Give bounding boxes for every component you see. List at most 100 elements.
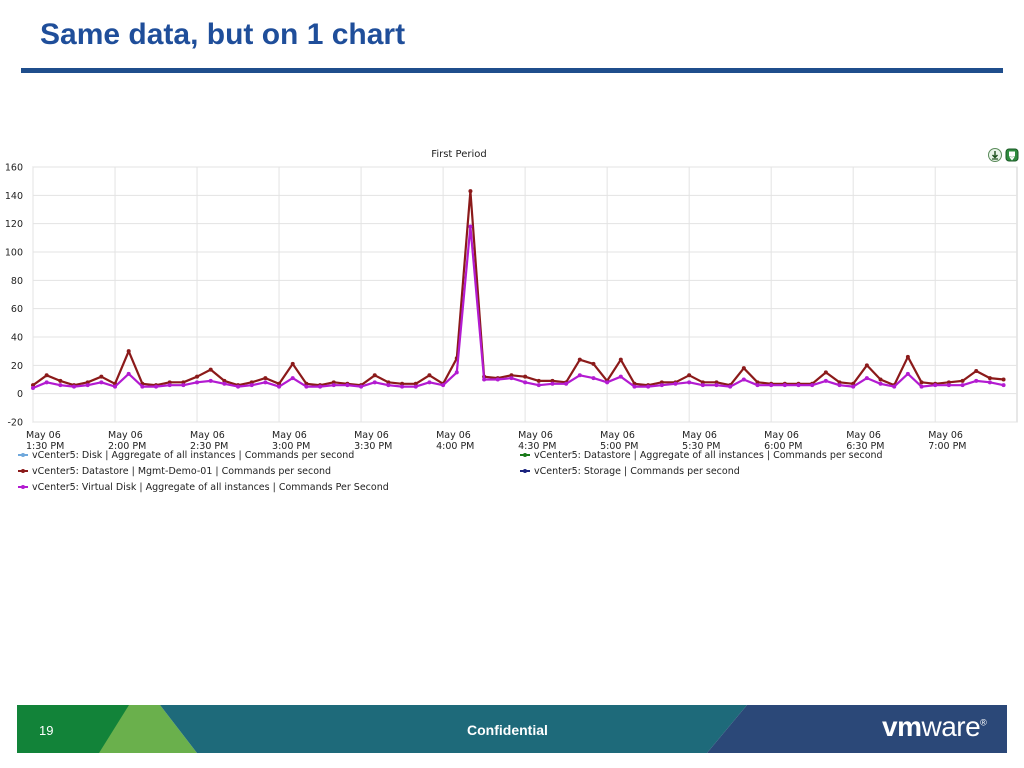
chart-legend: vCenter5: Disk | Aggregate of all instan… bbox=[18, 450, 883, 493]
chart-title: First Period bbox=[431, 149, 486, 160]
legend-marker bbox=[21, 485, 25, 489]
x-tick-label-date: May 06 bbox=[354, 430, 389, 441]
legend-marker bbox=[523, 453, 527, 457]
data-point bbox=[154, 384, 159, 389]
download-icon[interactable] bbox=[988, 148, 1002, 162]
data-point bbox=[577, 357, 582, 362]
data-point bbox=[851, 384, 856, 389]
legend-item: vCenter5: Virtual Disk | Aggregate of al… bbox=[18, 482, 389, 493]
data-point bbox=[290, 361, 295, 366]
data-point bbox=[331, 380, 336, 385]
data-point bbox=[208, 378, 213, 383]
data-point bbox=[31, 383, 35, 388]
data-point bbox=[413, 381, 418, 386]
data-point bbox=[208, 367, 213, 372]
y-tick-label: -20 bbox=[7, 418, 23, 429]
data-point bbox=[482, 377, 487, 382]
data-point bbox=[591, 376, 596, 381]
data-point bbox=[673, 381, 678, 386]
export-icon[interactable] bbox=[1005, 148, 1019, 162]
data-point bbox=[468, 189, 473, 194]
data-point bbox=[550, 381, 555, 386]
data-point bbox=[263, 380, 268, 385]
data-point bbox=[85, 383, 90, 388]
vmware-logo: vmware® bbox=[882, 711, 987, 743]
data-point bbox=[495, 377, 500, 382]
data-point bbox=[864, 376, 869, 381]
x-tick-label-time: 5:00 PM bbox=[600, 441, 638, 452]
data-point bbox=[31, 386, 35, 390]
x-tick-label-time: 6:30 PM bbox=[846, 441, 884, 452]
data-point bbox=[605, 380, 610, 385]
x-tick-label-time: 2:00 PM bbox=[108, 441, 146, 452]
data-point bbox=[1001, 377, 1006, 382]
y-tick-label: 140 bbox=[5, 191, 23, 202]
data-point bbox=[181, 383, 186, 388]
x-tick-label-time: 4:00 PM bbox=[436, 441, 474, 452]
data-point bbox=[386, 380, 391, 385]
data-point bbox=[454, 370, 459, 375]
legend-item: vCenter5: Storage | Commands per second bbox=[520, 466, 740, 477]
data-point bbox=[987, 376, 992, 381]
y-tick-label: 80 bbox=[11, 276, 23, 287]
y-tick-label: 160 bbox=[5, 163, 23, 174]
data-point bbox=[181, 380, 186, 385]
y-tick-label: 0 bbox=[17, 389, 23, 400]
series-line bbox=[32, 189, 1004, 387]
x-tick-label-time: 5:30 PM bbox=[682, 441, 720, 452]
legend-label: vCenter5: Storage | Commands per second bbox=[534, 466, 740, 477]
data-point bbox=[960, 378, 965, 383]
x-tick-label-date: May 06 bbox=[928, 430, 963, 441]
slide-title: Same data, but on 1 chart bbox=[40, 18, 406, 51]
x-tick-label-date: May 06 bbox=[26, 430, 61, 441]
data-point bbox=[427, 373, 432, 378]
data-point bbox=[359, 384, 364, 389]
data-point bbox=[933, 383, 938, 388]
data-point bbox=[714, 383, 719, 388]
chart-series bbox=[31, 189, 1006, 390]
y-tick-label: 40 bbox=[11, 333, 23, 344]
data-point bbox=[550, 378, 555, 383]
data-point bbox=[728, 384, 733, 389]
data-point bbox=[249, 383, 254, 388]
data-point bbox=[58, 383, 63, 388]
data-point bbox=[905, 371, 910, 376]
data-point bbox=[618, 357, 623, 362]
data-point bbox=[837, 380, 842, 385]
x-tick-label-date: May 06 bbox=[518, 430, 553, 441]
data-point bbox=[577, 373, 582, 378]
data-point bbox=[318, 384, 323, 389]
data-point bbox=[646, 384, 651, 389]
data-point bbox=[58, 378, 63, 383]
x-tick-label-time: 1:30 PM bbox=[26, 441, 64, 452]
data-point bbox=[236, 384, 241, 389]
x-tick-label-date: May 06 bbox=[272, 430, 307, 441]
x-tick-label-date: May 06 bbox=[846, 430, 881, 441]
data-point bbox=[919, 380, 924, 385]
data-point bbox=[345, 383, 350, 388]
data-point bbox=[823, 370, 828, 375]
y-tick-label: 120 bbox=[5, 219, 23, 230]
data-point bbox=[509, 376, 514, 381]
data-point bbox=[222, 381, 227, 386]
legend-item: vCenter5: Disk | Aggregate of all instan… bbox=[18, 450, 354, 461]
x-tick-label-date: May 06 bbox=[190, 430, 225, 441]
data-point bbox=[536, 378, 541, 383]
data-point bbox=[741, 377, 746, 382]
data-point bbox=[687, 380, 692, 385]
data-point bbox=[960, 383, 965, 388]
data-point bbox=[755, 380, 760, 385]
y-tick-label: 100 bbox=[5, 248, 23, 259]
data-point bbox=[413, 384, 418, 389]
data-point bbox=[441, 383, 446, 388]
data-point bbox=[796, 383, 801, 388]
data-point bbox=[523, 374, 528, 379]
x-tick-label-date: May 06 bbox=[764, 430, 799, 441]
data-point bbox=[946, 380, 951, 385]
data-point bbox=[536, 383, 541, 388]
data-point bbox=[195, 374, 200, 379]
title-divider bbox=[21, 68, 1003, 73]
legend-label: vCenter5: Datastore | Mgmt-Demo-01 | Com… bbox=[32, 466, 331, 477]
data-point bbox=[810, 383, 815, 388]
